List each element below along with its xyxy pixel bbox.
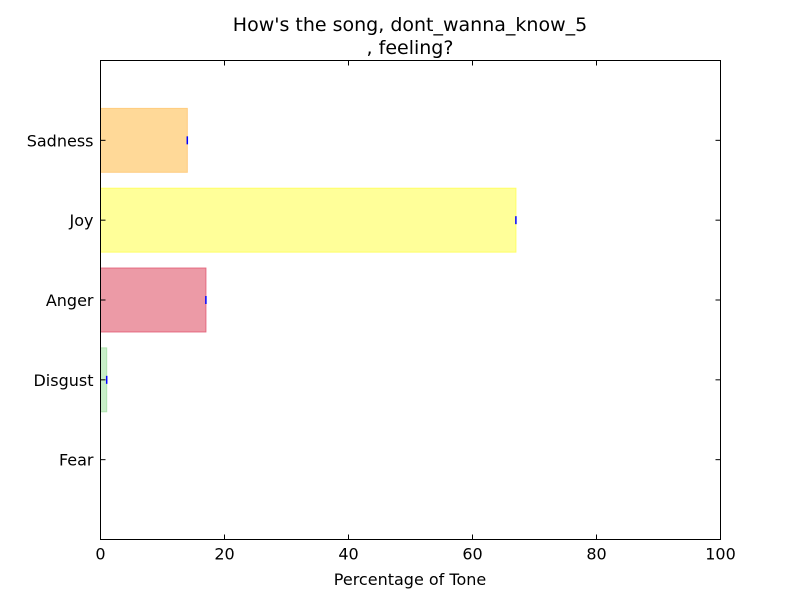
bars-layer: [100, 107, 517, 413]
ticks-layer: Fear Disgust Anger Joy Sadness 0 20 40 60 80 100: [27, 60, 736, 564]
x-tick-label-80: 80: [586, 545, 606, 564]
x-axis-label: Percentage of Tone: [334, 570, 486, 589]
value-markers-layer: [105, 136, 517, 384]
y-tick-label-fear: Fear: [59, 451, 94, 470]
y-tick-label-anger: Anger: [46, 291, 94, 310]
y-tick-label-disgust: Disgust: [33, 371, 93, 390]
bar-sadness: [100, 107, 188, 173]
x-tick-label-100: 100: [705, 545, 736, 564]
bar-anger: [100, 267, 207, 333]
bar-joy: [100, 187, 517, 253]
x-tick-label-20: 20: [214, 545, 234, 564]
chart-title-line-1: How's the song, dont_wanna_know_5: [233, 14, 587, 36]
plot-area-frame: [100, 60, 721, 540]
y-tick-label-sadness: Sadness: [27, 131, 94, 150]
y-tick-label-joy: Joy: [69, 211, 94, 230]
x-tick-label-0: 0: [95, 545, 105, 564]
x-tick-label-60: 60: [462, 545, 482, 564]
chart-title-line-2: , feeling?: [367, 37, 454, 59]
x-tick-label-40: 40: [338, 545, 358, 564]
